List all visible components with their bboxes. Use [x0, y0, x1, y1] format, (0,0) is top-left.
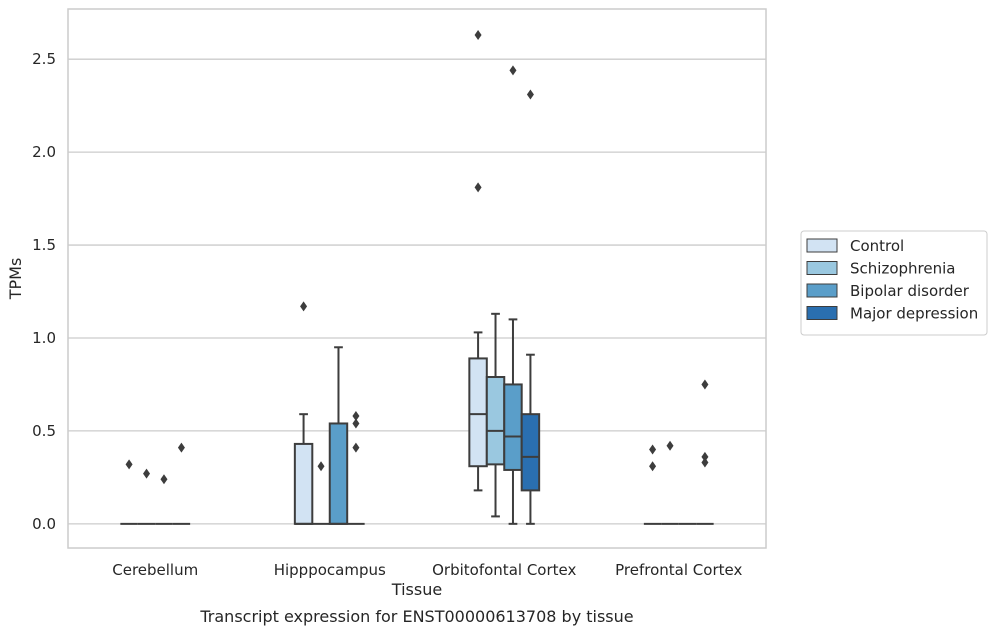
box-body	[485, 376, 506, 466]
box-major-depression	[172, 442, 191, 525]
y-tick-labels: 0.0 0.5 1.0 1.5 2.0 2.5	[32, 50, 56, 533]
outlier-point	[701, 379, 709, 390]
plot-area	[67, 8, 767, 549]
legend-frame	[800, 230, 988, 336]
figure-caption: Transcript expression for ENST0000061370…	[199, 607, 633, 626]
legend: Control Schizophrenia Bipolar disorder Majo…	[800, 230, 988, 336]
box-major-depression	[520, 89, 541, 525]
legend-label: Control	[850, 237, 904, 255]
box-body	[293, 442, 314, 525]
outlier-point	[701, 457, 709, 468]
x-tick-label: Hipppocampus	[274, 561, 386, 579]
legend-label: Bipolar disorder	[850, 282, 970, 300]
box-schizophrenia	[137, 468, 156, 525]
y-tick-label: 2.5	[32, 50, 56, 68]
box-schizophrenia	[485, 312, 506, 518]
y-tick-label: 1.5	[32, 236, 56, 254]
outlier-point	[160, 474, 168, 485]
outlier-point	[666, 440, 674, 451]
legend-label: Schizophrenia	[850, 260, 955, 278]
boxes	[120, 30, 714, 525]
y-tick-label: 1.0	[32, 329, 56, 347]
box-schizophrenia	[661, 440, 679, 525]
box-bipolar-disorder	[503, 65, 523, 525]
x-axis-label: Tissue	[391, 580, 442, 599]
box-schizophrenia	[312, 461, 330, 525]
outlier-point	[352, 442, 360, 453]
legend-swatch	[806, 238, 838, 253]
x-tick-label: Prefrontal Cortex	[615, 561, 742, 579]
outlier-point	[526, 89, 534, 100]
box-body	[328, 422, 349, 525]
outlier-point	[177, 442, 185, 453]
box-control	[293, 301, 314, 525]
outlier-point	[300, 301, 308, 312]
outlier-point	[649, 444, 657, 455]
box-major-depression	[696, 379, 714, 525]
box-bipolar-disorder	[155, 474, 173, 525]
box-major-depression	[347, 411, 365, 525]
legend-swatch	[806, 283, 838, 298]
outlier-point	[474, 182, 482, 193]
box-control	[120, 459, 138, 525]
outlier-point	[143, 468, 151, 479]
box-control	[468, 30, 488, 492]
outlier-point	[701, 451, 709, 462]
y-tick-label: 0.5	[32, 422, 56, 440]
outlier-point	[317, 461, 325, 472]
legend-label: Major depression	[850, 305, 978, 323]
outlier-point	[125, 459, 133, 470]
outlier-point	[352, 418, 360, 429]
y-tick-label: 0.0	[32, 515, 56, 533]
legend-swatch	[806, 306, 838, 320]
x-tick-label: Orbitofontal Cortex	[432, 561, 576, 579]
x-tick-labels: Cerebellum Hipppocampus Orbitofontal Corte…	[112, 561, 742, 579]
box-control	[643, 444, 662, 525]
x-tick-label: Cerebellum	[112, 561, 198, 579]
box-body	[503, 383, 523, 471]
y-tick-label: 2.0	[32, 143, 56, 161]
box-body	[468, 357, 488, 468]
outlier-point	[474, 30, 482, 41]
y-axis-label: TPMs	[6, 258, 25, 301]
outlier-point	[352, 411, 360, 422]
legend-swatch	[806, 261, 838, 275]
outlier-point	[509, 65, 517, 76]
box-bipolar-disorder	[328, 346, 349, 525]
outlier-point	[649, 461, 657, 472]
box-body	[520, 413, 541, 492]
